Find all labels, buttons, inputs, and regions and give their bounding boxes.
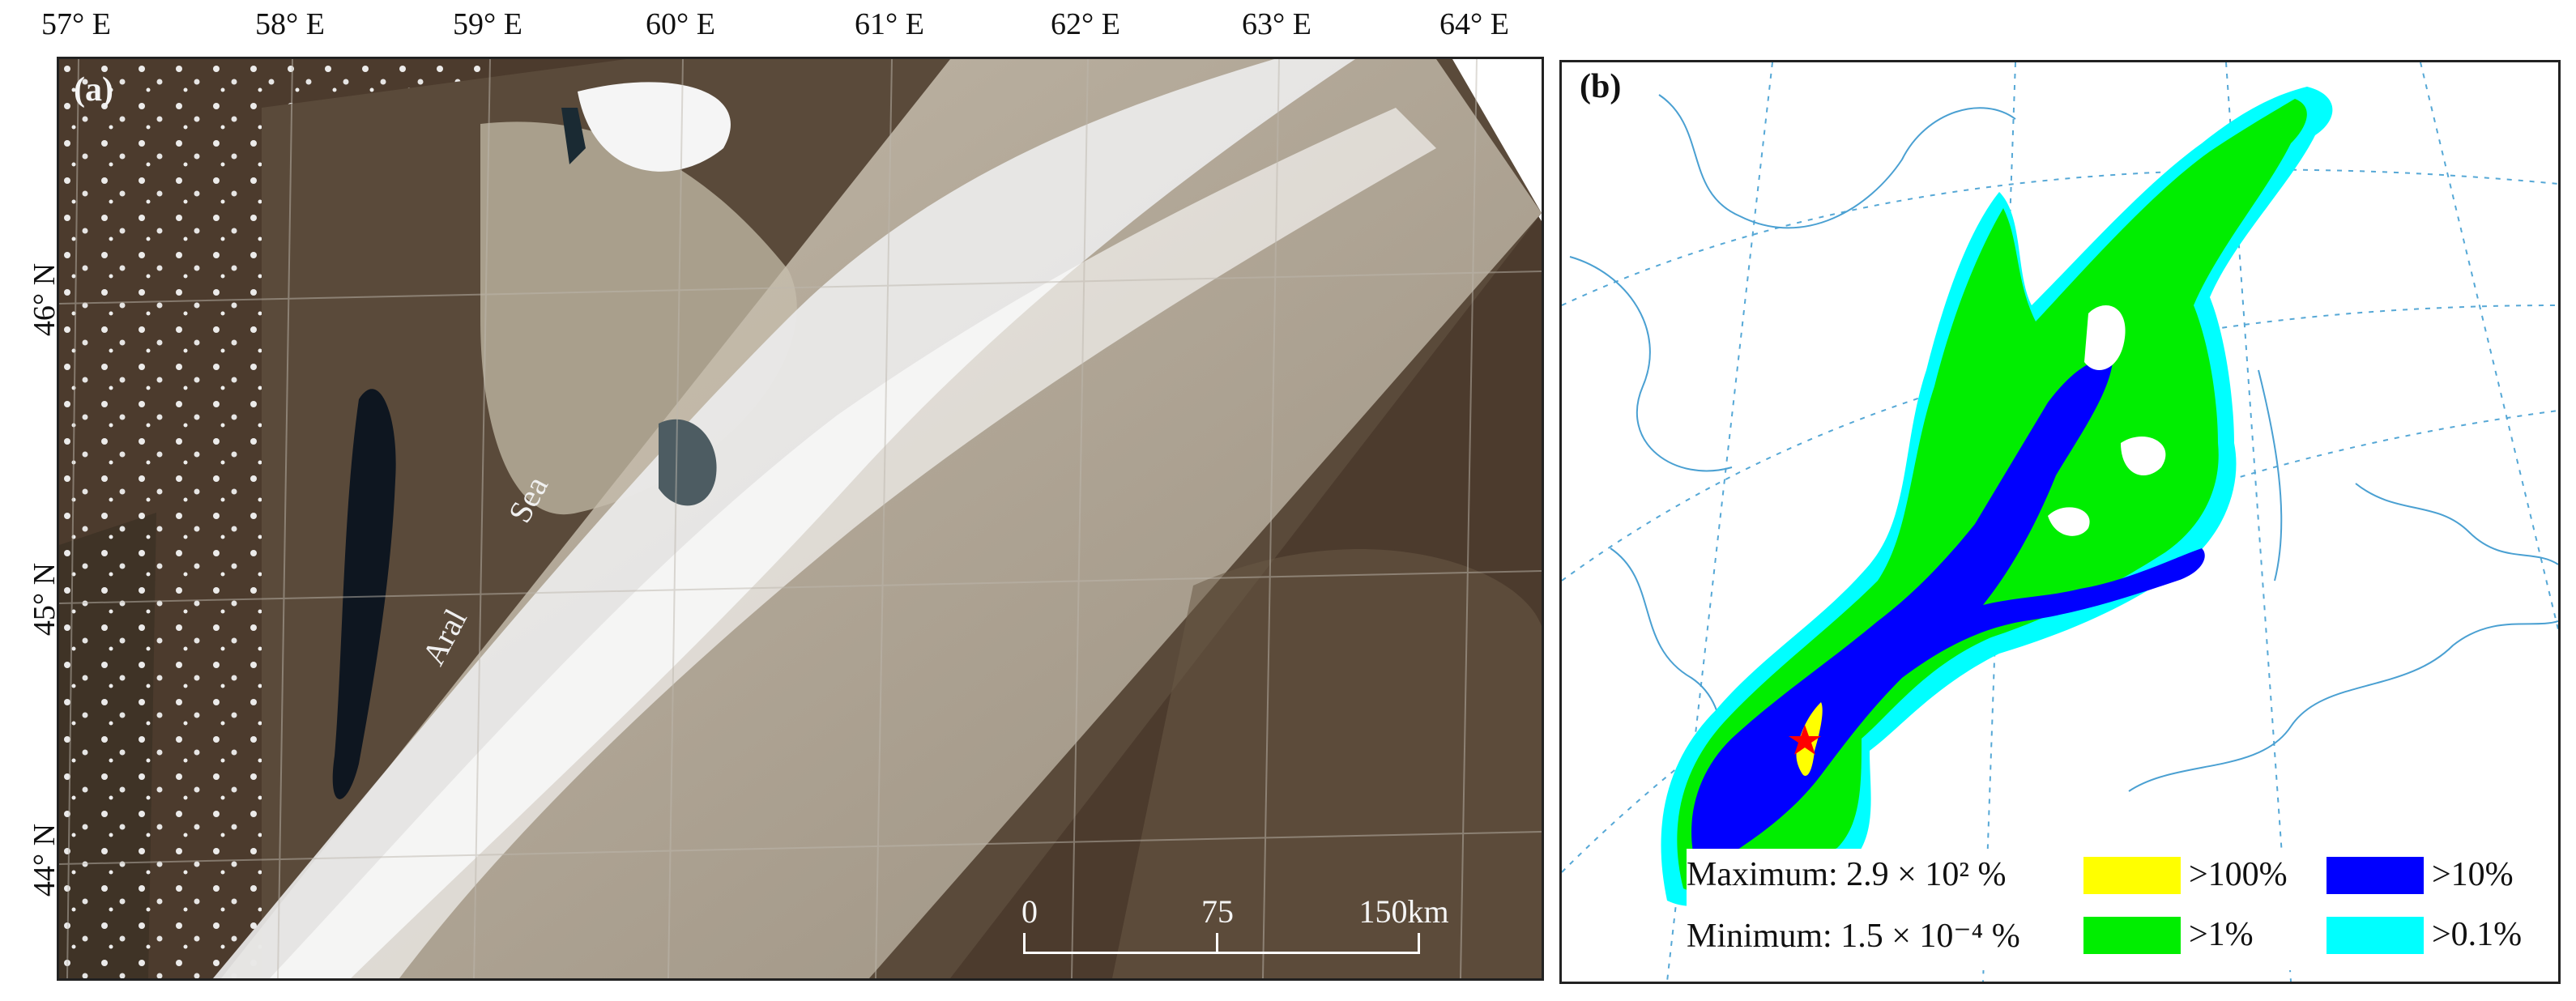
lon-label-61: 61° E	[855, 7, 924, 41]
legend: Maximum: 2.9 × 10² % Minimum: 1.5 × 10⁻⁴…	[1687, 849, 2545, 970]
legend-label-gt-1pct: >1%	[2189, 916, 2254, 953]
scale-bar-line	[1023, 952, 1420, 954]
legend-label-gt-0.1pct: >0.1%	[2432, 916, 2523, 953]
legend-label-gt-100pct: >100%	[2189, 856, 2288, 893]
panel-b-tag: (b)	[1580, 68, 1622, 105]
contour-gt-10pct	[1691, 360, 2205, 866]
scale-tick-150: 150km	[1358, 893, 1449, 930]
lon-label-58: 58° E	[255, 7, 325, 41]
scale-unit: km	[1407, 893, 1449, 930]
scale-bar-tick	[1418, 933, 1420, 954]
maximum-text: Maximum: 2.9 × 10² %	[1687, 856, 2007, 893]
coastlines	[1569, 94, 2558, 873]
deposition-map-panel: (b) Maximum: 2.9 × 10² % Minimum: 1.5 × …	[1559, 60, 2561, 984]
legend-swatch-gt-100pct	[2083, 857, 2181, 894]
satellite-scene	[59, 59, 1542, 978]
scale-bar-tick	[1023, 933, 1026, 954]
scale-bar-tick	[1216, 933, 1218, 954]
scale-bar: 0 75 150km	[1021, 892, 1449, 965]
aral-sea-west-basin	[332, 389, 396, 799]
minimum-text: Minimum: 1.5 × 10⁻⁴ %	[1687, 918, 2020, 955]
satellite-image-panel: (a) Aral Sea 0 75 150km	[57, 57, 1544, 981]
legend-swatch-gt-10pct	[2327, 857, 2424, 894]
lon-label-62: 62° E	[1051, 7, 1120, 41]
internal-holes	[2048, 305, 2166, 536]
scale-tick-0: 0	[1021, 893, 1038, 930]
legend-swatch-gt-1pct	[2083, 917, 2181, 954]
lon-label-59: 59° E	[453, 7, 522, 41]
deposition-map	[1562, 62, 2558, 982]
scale-tick-75: 75	[1201, 893, 1234, 930]
lon-label-63: 63° E	[1242, 7, 1311, 41]
lake	[659, 419, 717, 506]
lon-label-60: 60° E	[646, 7, 715, 41]
graticule	[59, 59, 1542, 978]
legend-label-gt-10pct: >10%	[2432, 856, 2514, 893]
lon-label-64: 64° E	[1439, 7, 1509, 41]
legend-swatch-gt-0.1pct	[2327, 917, 2424, 954]
lon-label-57: 57° E	[41, 7, 111, 41]
source-marker	[1789, 725, 1821, 755]
panel-a-tag: (a)	[74, 71, 113, 109]
